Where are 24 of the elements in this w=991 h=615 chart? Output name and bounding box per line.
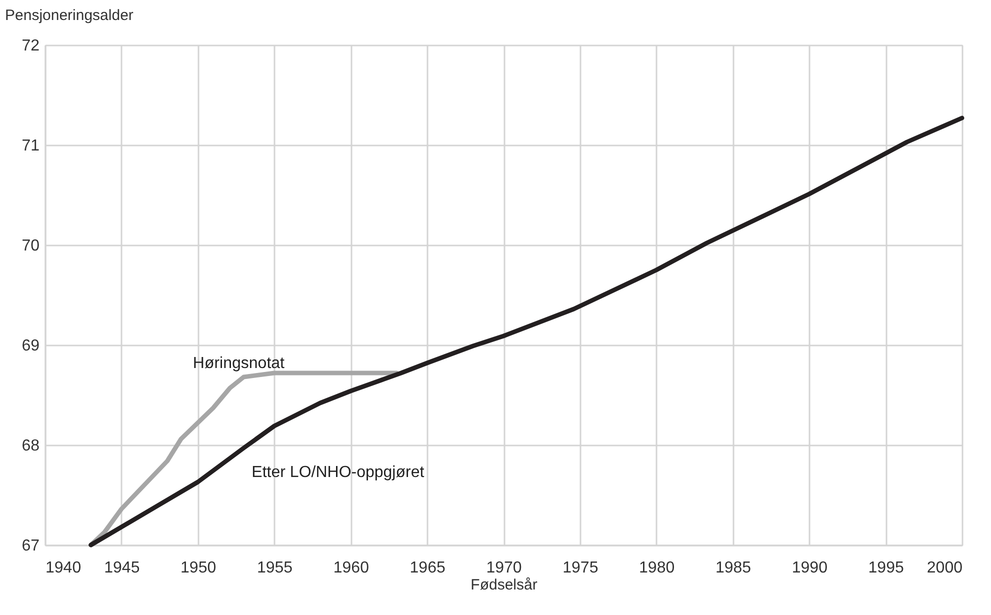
x-tick-label: 1985 <box>715 560 752 576</box>
x-tick-label: 1980 <box>639 560 675 576</box>
x-tick-label: 1995 <box>868 560 904 576</box>
x-tick-label: 1965 <box>410 560 446 576</box>
y-tick-label: 69 <box>22 338 40 354</box>
x-tick-label: 1970 <box>486 560 522 576</box>
y-tick-label: 72 <box>22 38 40 54</box>
x-tick-label: 1960 <box>333 560 370 576</box>
series-label: Etter LO/NHO-oppgjøret <box>252 464 425 481</box>
x-tick-label: 1945 <box>104 560 140 576</box>
x-tick-label: 1950 <box>180 560 216 576</box>
x-tick-label: 1940 <box>46 560 82 576</box>
series-label: Høringsnotat <box>192 355 286 372</box>
y-tick-label: 67 <box>22 538 40 554</box>
y-tick-label: 68 <box>22 438 40 454</box>
x-tick-label: 1975 <box>562 560 598 576</box>
x-axis-title: Fødselsår <box>470 576 538 594</box>
x-tick-label: 2000 <box>926 560 963 576</box>
line-series <box>88 116 964 548</box>
y-tick-label: 70 <box>22 238 40 254</box>
x-tick-label: 1990 <box>792 560 828 576</box>
x-tick-label: 1955 <box>256 560 293 576</box>
y-axis-title: Pensjoneringsalder <box>5 7 134 24</box>
y-tick-label: 71 <box>22 138 40 154</box>
